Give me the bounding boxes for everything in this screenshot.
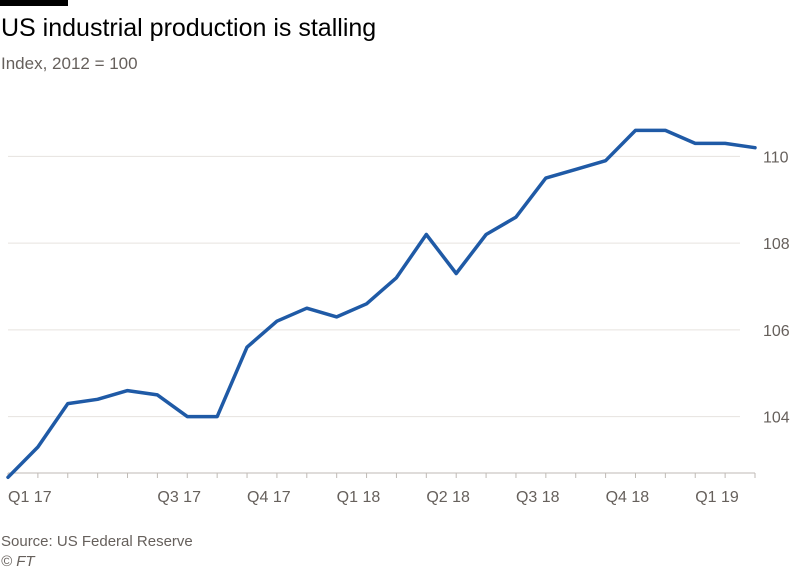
y-tick-label: 108 <box>763 236 790 253</box>
y-tick-label: 110 <box>763 149 789 166</box>
x-tick-label: Q4 17 <box>247 489 291 506</box>
gridlines <box>8 155 755 474</box>
series-lines <box>6 128 757 480</box>
x-tick-label: Q4 18 <box>606 489 650 506</box>
x-tick-label: Q1 18 <box>337 489 381 506</box>
chart-subtitle: Index, 2012 = 100 <box>1 54 138 73</box>
x-axis-labels: Q1 17 Q3 17 Q4 17 Q1 18 Q2 18 Q3 18 Q4 18 Q1 19 <box>8 489 739 506</box>
series-line <box>6 128 757 480</box>
x-tick-label: Q3 18 <box>516 489 560 506</box>
x-tick-label: Q3 17 <box>157 489 201 506</box>
y-axis-labels: 104 106 108 110 <box>763 149 790 426</box>
y-tick-label: 106 <box>763 323 790 340</box>
y-tick-label: 104 <box>763 410 790 427</box>
x-tick-label: Q1 17 <box>8 489 52 506</box>
source-note: Source: US Federal Reserve <box>1 533 193 550</box>
x-axis-ticks <box>7 473 756 478</box>
x-tick-label: Q2 18 <box>426 489 470 506</box>
header-accent-bar <box>0 0 68 6</box>
x-tick-label: Q1 19 <box>695 489 739 506</box>
credit-note: © FT <box>1 553 35 570</box>
chart-title: US industrial production is stalling <box>1 14 377 42</box>
